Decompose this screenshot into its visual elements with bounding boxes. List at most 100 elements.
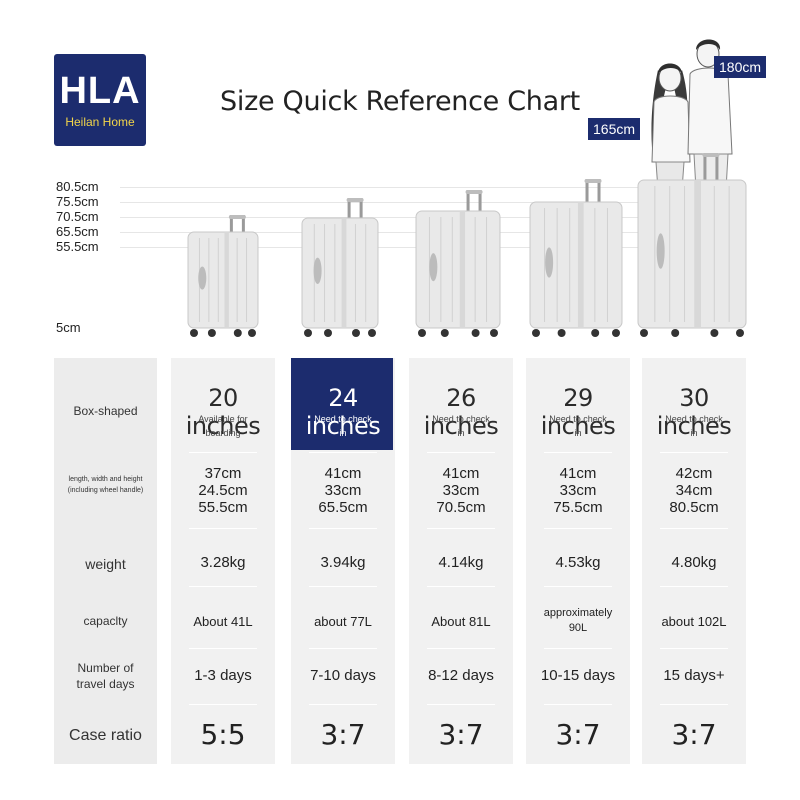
size-name: 30 inches [656, 384, 732, 440]
size-column: 20 inches Available for boarding 37cm 24.5c… [171, 358, 275, 764]
size-weight: 4.53kg [555, 554, 601, 571]
size-width: 33cm [324, 482, 362, 499]
label-capacity: capaclty [83, 614, 128, 628]
label-dimensions: length, width and height (including whee… [67, 476, 144, 494]
size-weight: 4.80kg [671, 554, 717, 571]
row-label-column: Box-shaped length, width and height (inc… [54, 358, 157, 764]
size-name: 20 inches [185, 384, 261, 440]
size-length: 42cm [675, 465, 713, 482]
size-case-ratio: 3:7 [438, 718, 484, 751]
size-width: 24.5cm [198, 482, 248, 499]
row-divider [309, 528, 377, 529]
size-note: Need to check in [314, 414, 372, 438]
row-divider [309, 586, 377, 587]
couple-illustration [651, 39, 733, 190]
row-divider [660, 452, 728, 453]
height-badge-woman: 165cm [588, 118, 641, 140]
height-label-65: 65.5cm [56, 224, 99, 239]
size-dimensions: 41cm 33cm 75.5cm [526, 465, 630, 516]
size-travel-days: 7-10 days [310, 667, 376, 684]
row-divider [660, 586, 728, 587]
size-height: 80.5cm [669, 499, 719, 516]
guide-line [120, 232, 640, 233]
row-divider [189, 452, 257, 453]
size-name: 26 inches [423, 384, 499, 440]
page-title: Size Quick Reference Chart [220, 86, 580, 117]
size-length: 37cm [204, 465, 242, 482]
size-capacity: about 102L [661, 614, 727, 629]
row-divider [189, 648, 257, 649]
size-travel-days: 8-12 days [428, 667, 494, 684]
height-label-70: 70.5cm [56, 209, 99, 224]
row-divider [544, 648, 612, 649]
row-divider [189, 586, 257, 587]
suitcase-1 [187, 215, 259, 337]
row-divider [309, 452, 377, 453]
height-badge-man: 180cm [714, 56, 767, 78]
height-label-80: 80.5cm [56, 179, 99, 194]
row-divider [660, 704, 728, 705]
row-divider [427, 586, 495, 587]
size-case-ratio: 3:7 [320, 718, 366, 751]
row-divider [660, 648, 728, 649]
size-height: 70.5cm [436, 499, 486, 516]
size-column: 30 inches Need to check in 42cm 34cm 80.5cm 4… [642, 358, 746, 764]
guide-line [120, 247, 640, 248]
size-travel-days: 10-15 days [540, 667, 616, 684]
size-note: Need to check in [665, 414, 723, 438]
size-note: Need to check in [432, 414, 490, 438]
size-dimensions: 37cm 24.5cm 55.5cm [171, 465, 275, 516]
highlight-box [291, 358, 393, 450]
size-capacity: about 77L [314, 614, 372, 629]
size-dimensions: 42cm 34cm 80.5cm [642, 465, 746, 516]
base-label: 5cm [56, 320, 81, 335]
size-height: 65.5cm [318, 499, 368, 516]
size-width: 33cm [442, 482, 480, 499]
suitcase-4 [529, 179, 623, 337]
height-label-55: 55.5cm [56, 239, 99, 254]
size-name: 24 inches [305, 384, 381, 440]
woman-figure [651, 63, 691, 190]
size-capacity: About 41L [193, 614, 253, 629]
row-divider [309, 704, 377, 705]
label-travel-days: Number of travel days [76, 661, 135, 691]
size-case-ratio: 3:7 [671, 718, 717, 751]
size-travel-days: 1-3 days [194, 667, 252, 684]
suitcase-5 [637, 153, 747, 337]
row-divider [660, 528, 728, 529]
suitcase-3 [415, 190, 501, 337]
row-divider [427, 452, 495, 453]
size-width: 34cm [675, 482, 713, 499]
size-height: 55.5cm [198, 499, 248, 516]
man-figure [687, 39, 733, 190]
size-travel-days: 15 days+ [663, 667, 725, 684]
size-length: 41cm [442, 465, 480, 482]
brand-mark: HLA [59, 70, 141, 112]
suitcase-2 [301, 198, 379, 337]
label-weight: weight [85, 556, 126, 572]
row-divider [544, 452, 612, 453]
row-divider [544, 704, 612, 705]
size-note: Need to check in [549, 414, 607, 438]
size-case-ratio: 3:7 [555, 718, 601, 751]
size-weight: 3.28kg [200, 554, 246, 571]
size-width: 33cm [559, 482, 597, 499]
row-divider [544, 528, 612, 529]
size-column: 26 inches Need to check in 41cm 33cm 70.5cm 4… [409, 358, 513, 764]
size-capacity: approximately 90L [543, 607, 613, 634]
size-column: 24 inches Need to check in 41cm 33cm 65.5cm 3… [291, 358, 395, 764]
brand-name: Heilan Home [65, 115, 135, 129]
row-divider [309, 648, 377, 649]
row-divider [544, 586, 612, 587]
guide-line [120, 202, 640, 203]
guide-line [120, 187, 640, 188]
size-dimensions: 41cm 33cm 65.5cm [291, 465, 395, 516]
size-name: 29 inches [540, 384, 616, 440]
row-divider [427, 648, 495, 649]
size-weight: 3.94kg [320, 554, 366, 571]
row-divider [427, 528, 495, 529]
size-height: 75.5cm [553, 499, 603, 516]
size-column: 29 inches Need to check in 41cm 33cm 75.5cm 4… [526, 358, 630, 764]
size-weight: 4.14kg [438, 554, 484, 571]
size-capacity: About 81L [431, 614, 491, 629]
